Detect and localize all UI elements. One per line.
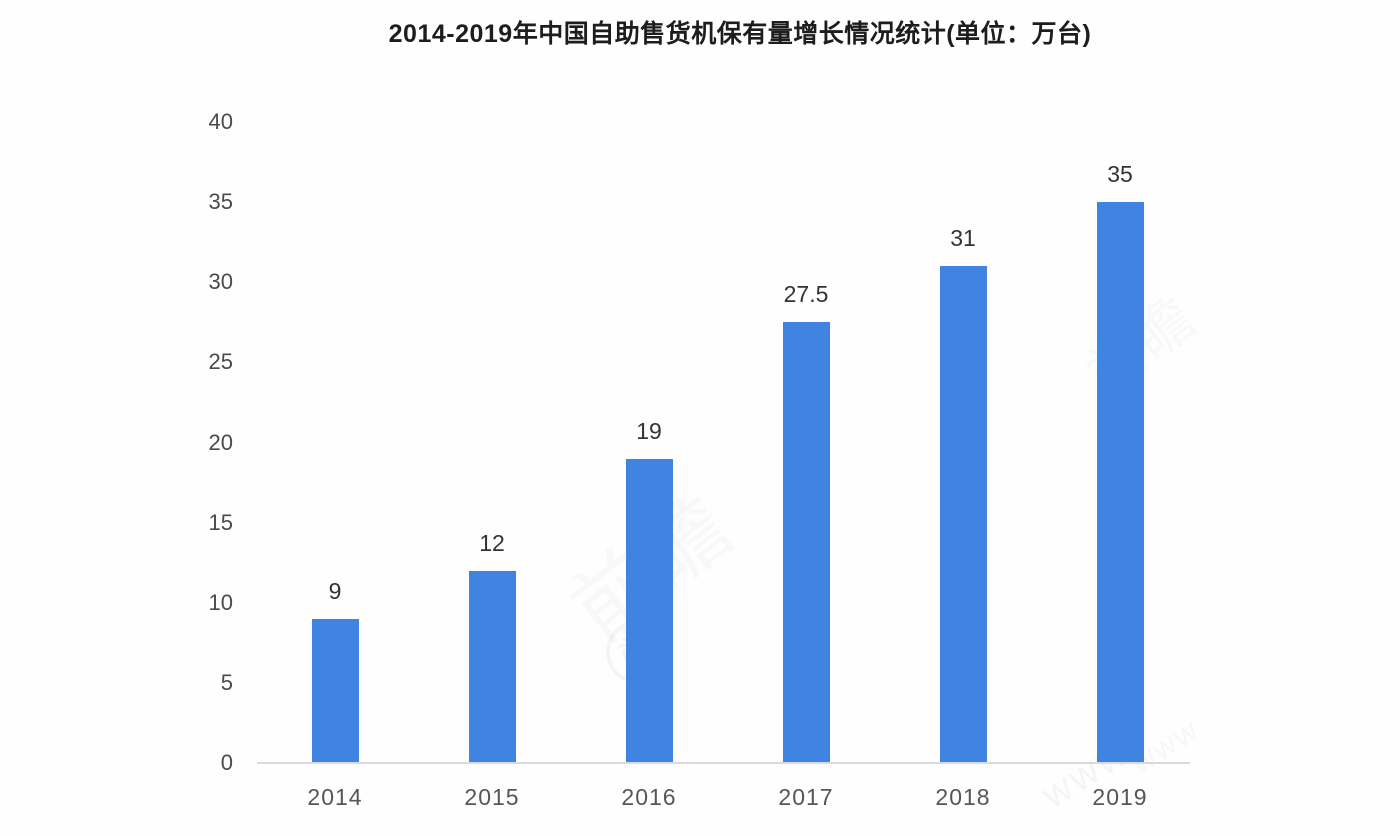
y-axis-tick-label: 35 (208, 189, 233, 215)
y-axis-tick-label: 0 (220, 750, 233, 775)
y-axis-tick-label: 15 (208, 509, 233, 535)
bar-2018 (939, 266, 987, 763)
x-axis-baseline (257, 762, 1190, 764)
x-axis-tick-label: 2019 (1092, 784, 1148, 810)
x-axis-tick-label: 2014 (307, 784, 363, 810)
y-axis-tick-label: 25 (208, 349, 233, 375)
bar-2014 (311, 618, 359, 763)
bar-value-label: 9 (328, 577, 342, 604)
bar-value-label: 19 (636, 417, 662, 444)
y-axis-tick-label: 30 (208, 269, 233, 295)
bar-2017 (782, 322, 830, 763)
bar-2015 (468, 570, 516, 763)
y-axis-tick-label: 20 (208, 429, 233, 455)
bar-value-label: 27.5 (783, 281, 829, 308)
bar-value-label: 12 (479, 529, 505, 556)
x-axis-tick-label: 2016 (621, 784, 677, 810)
x-axis-tick-label: 2018 (935, 784, 991, 810)
y-axis-tick-label: 40 (208, 109, 233, 134)
x-axis-tick-label: 2015 (464, 784, 520, 810)
bar-value-label: 35 (1107, 161, 1133, 188)
bar-2019 (1096, 202, 1144, 763)
y-axis-tick-label: 5 (220, 669, 233, 695)
x-axis-tick-label: 2017 (778, 784, 834, 810)
y-axis-tick-label: 10 (208, 589, 233, 615)
bar-2016 (625, 458, 673, 763)
chart-title: 2014-2019年中国自助售货机保有量增长情况统计(单位：万台) (388, 20, 1092, 48)
bar-value-label: 31 (950, 225, 976, 252)
